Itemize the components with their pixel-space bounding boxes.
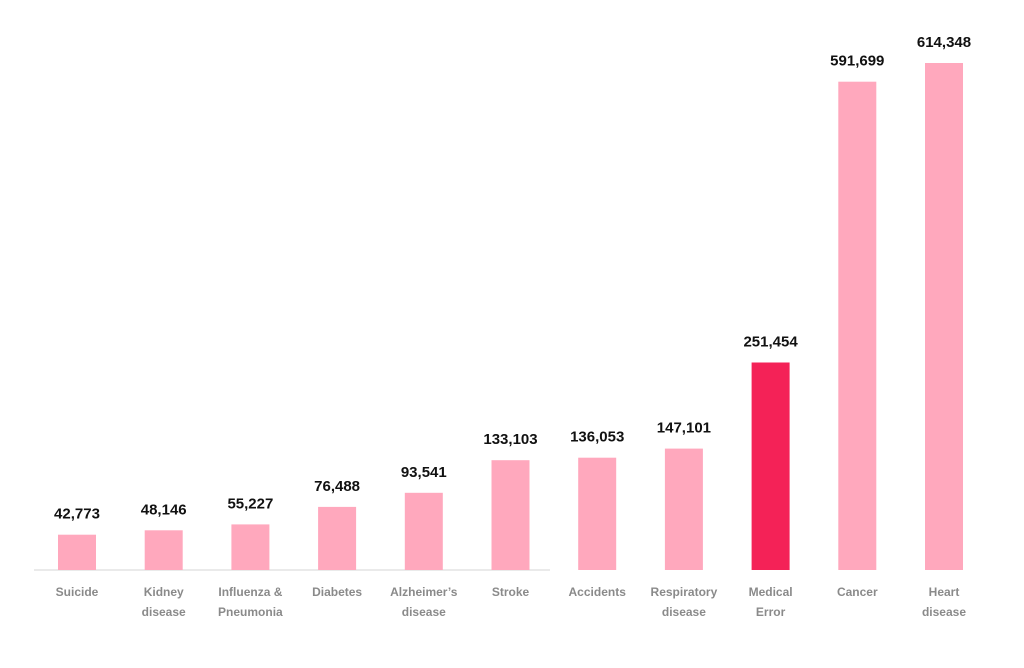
bar-diabetes	[318, 506, 357, 570]
category-label-line: Alzheimer’s	[390, 585, 458, 599]
value-label-diabetes: 76,488	[314, 478, 360, 495]
category-label-line: disease	[922, 605, 966, 619]
category-label-medical-error: Medical Error	[749, 585, 793, 619]
bar-respiratory-disease	[664, 448, 703, 570]
category-label-diabetes: Diabetes	[312, 585, 362, 599]
bar-medical-error	[751, 362, 790, 570]
bar-influenza-pneumonia	[231, 524, 270, 570]
category-label-cancer: Cancer	[837, 585, 878, 599]
category-label-influenza-pneumonia: Influenza & Pneumonia	[218, 585, 283, 619]
value-label-suicide: 42,773	[54, 506, 100, 523]
value-label-heart-disease: 614,348	[917, 34, 971, 51]
bar-accidents	[578, 457, 617, 570]
value-label-stroke: 133,103	[483, 431, 537, 448]
category-label-accidents: Accidents	[569, 585, 627, 599]
bars-group	[58, 63, 963, 570]
value-label-accidents: 136,053	[570, 429, 624, 446]
category-label-line: Suicide	[56, 585, 99, 599]
value-label-cancer: 591,699	[830, 53, 884, 70]
category-label-line: Pneumonia	[218, 605, 283, 619]
category-label-line: Cancer	[837, 585, 878, 599]
bar-heart-disease	[925, 63, 963, 570]
category-label-line: disease	[662, 605, 706, 619]
category-label-line: disease	[402, 605, 446, 619]
category-label-line: disease	[142, 605, 186, 619]
category-label-line: Respiratory	[651, 585, 718, 599]
category-label-line: Stroke	[492, 585, 530, 599]
category-label-stroke: Stroke	[492, 585, 530, 599]
category-labels-group: Suicide Kidney disease Influenza & Pneumonia…	[56, 585, 967, 619]
bar-kidney-disease	[144, 530, 183, 570]
category-label-kidney-disease: Kidney disease	[142, 585, 186, 619]
category-label-line: Error	[756, 605, 786, 619]
category-label-line: Diabetes	[312, 585, 362, 599]
category-label-line: Accidents	[569, 585, 627, 599]
bar-cancer	[838, 81, 877, 570]
value-label-medical-error: 251,454	[743, 334, 798, 351]
category-label-line: Heart	[929, 585, 960, 599]
bar-stroke	[491, 460, 530, 570]
bar-suicide	[58, 534, 96, 570]
category-label-respiratory-disease: Respiratory disease	[651, 585, 718, 619]
value-label-respiratory-disease: 147,101	[657, 420, 711, 437]
value-label-influenza-pneumonia: 55,227	[227, 495, 273, 512]
bar-alzheimer-s-disease	[404, 492, 443, 570]
category-label-alzheimer-s-disease: Alzheimer’s disease	[390, 585, 458, 619]
value-labels-group: 42,773 48,146 55,227 76,488 93,541 133,103 136…	[54, 34, 971, 523]
category-label-line: Kidney	[144, 585, 184, 599]
value-label-alzheimer-s-disease: 93,541	[401, 464, 447, 481]
value-label-kidney-disease: 48,146	[141, 501, 187, 518]
category-label-heart-disease: Heart disease	[922, 585, 966, 619]
category-label-line: Influenza &	[218, 585, 282, 599]
category-label-suicide: Suicide	[56, 585, 99, 599]
category-label-line: Medical	[749, 585, 793, 599]
